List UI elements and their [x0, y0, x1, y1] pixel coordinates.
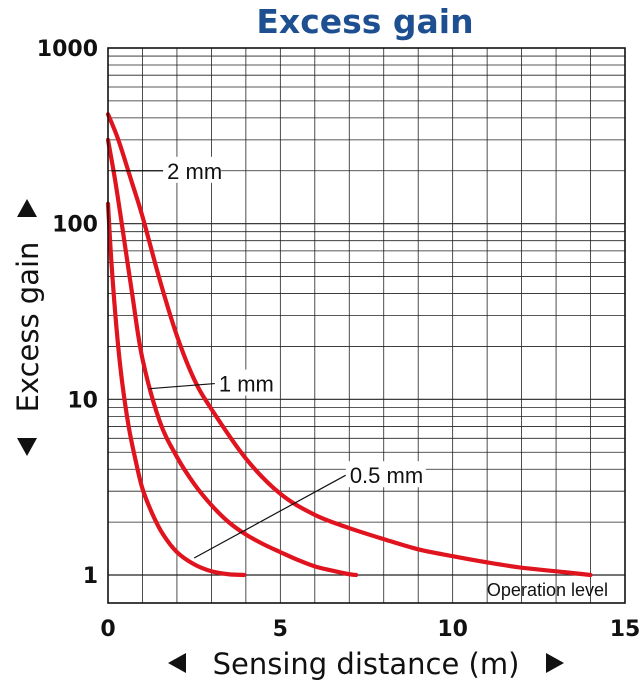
- label-leaders: 2 mm 1 mm 0.5 mm: [111, 156, 426, 559]
- arrow-left-icon: [168, 653, 186, 673]
- series-lines: [105, 112, 593, 578]
- series-label: 1 mm: [219, 372, 274, 397]
- label-leader-line: [193, 474, 347, 559]
- y-tick-label: 1: [83, 564, 98, 589]
- grid: [108, 48, 625, 603]
- series-line: [105, 137, 359, 578]
- arrow-down-icon: [17, 438, 37, 456]
- y-axis-label-group: Excess gain: [11, 199, 45, 456]
- label-leader-line: [149, 382, 215, 390]
- series-label: 2 mm: [167, 159, 222, 184]
- arrow-up-icon: [17, 199, 37, 217]
- x-axis-label-group: Sensing distance (m): [168, 647, 564, 681]
- y-tick-label: 100: [52, 213, 98, 238]
- chart-title: Excess gain: [256, 2, 473, 41]
- arrow-right-icon: [546, 653, 564, 673]
- plot-frame: [107, 47, 626, 604]
- series-label: 0.5 mm: [350, 463, 423, 488]
- label-background: [214, 369, 273, 396]
- x-axis-label: Sensing distance (m): [213, 647, 520, 681]
- label-background: [163, 156, 222, 183]
- x-tick-label: 0: [100, 617, 115, 642]
- series-line: [105, 201, 247, 578]
- x-tick-label: 5: [273, 617, 288, 642]
- y-tick-labels: 1 10 100 1000: [37, 37, 98, 589]
- y-axis-label: Excess gain: [11, 242, 45, 413]
- series-line: [105, 112, 593, 578]
- y-tick-label: 1000: [37, 37, 98, 62]
- operation-level-label: Operation level: [487, 580, 608, 600]
- x-tick-label: 10: [437, 617, 468, 642]
- x-tick-label: 15: [610, 617, 640, 642]
- label-background: [345, 461, 426, 488]
- x-tick-labels: 0 5 10 15: [100, 617, 640, 642]
- y-tick-label: 10: [67, 388, 98, 413]
